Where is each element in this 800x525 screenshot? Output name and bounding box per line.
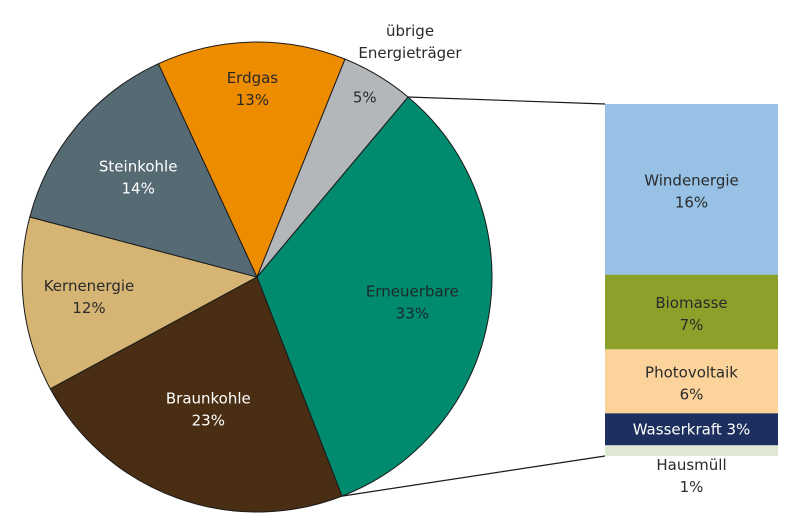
pie-label-braunkohle: Braunkohle 23% <box>166 389 251 429</box>
pie-label-erneuerbare-line: Erneuerbare <box>366 283 459 301</box>
pie-slice-erdgas <box>157 41 346 279</box>
pie-label-erneuerbare-line: 33% <box>396 305 429 323</box>
bar-label-windenergie-line: Windenergie <box>644 171 738 189</box>
pie-chart <box>21 41 493 513</box>
pie-label-braunkohle-line: Braunkohle <box>166 389 251 407</box>
pie-label-kernenergie-line: Kernenergie <box>44 277 135 295</box>
pie-label-kernenergie-line: 12% <box>72 299 105 317</box>
bar-label-biomasse-line: Biomasse <box>655 294 727 312</box>
connector-line-top <box>408 96 606 105</box>
pie-label-uebrige-energietraeger: übrige Energieträger <box>358 22 462 62</box>
pie-label-braunkohle-line: 23% <box>192 411 225 429</box>
chart-labels: Erneuerbare 33% Braunkohle 23% Kernenergie 12… <box>44 22 751 496</box>
pie-label-steinkohle-line: 14% <box>122 179 155 197</box>
pie-slice-uebrige-energietraeger <box>256 58 409 278</box>
pie-slice-steinkohle <box>29 63 258 278</box>
pie-label-steinkohle: Steinkohle 14% <box>99 157 178 197</box>
bar-segment-hausmuell <box>605 445 778 456</box>
bar-label-photovoltaik-line: Photovoltaik <box>645 363 738 381</box>
pie-label-erdgas-line: 13% <box>236 91 269 109</box>
bar-segment-wasserkraft <box>605 413 778 446</box>
pie-value-uebrige-energietraeger-line: 5% <box>353 89 377 107</box>
pie-label-uebrige-energietraeger-line: Energieträger <box>358 44 462 62</box>
bar-label-windenergie-line: 16% <box>675 193 708 211</box>
pie-label-steinkohle-line: Steinkohle <box>99 157 178 175</box>
pie-label-erneuerbare: Erneuerbare 33% <box>366 283 459 323</box>
pie-label-erdgas-line: Erdgas <box>227 69 279 87</box>
pie-label-erdgas: Erdgas 13% <box>227 69 279 109</box>
pie-slice-erneuerbare <box>256 96 493 497</box>
bar-label-photovoltaik-line: 6% <box>680 385 704 403</box>
connector-line-bottom <box>341 455 606 497</box>
pie-label-kernenergie: Kernenergie 12% <box>44 277 135 317</box>
bar-segment-windenergie <box>605 104 778 275</box>
bar-label-hausmuell-line: Hausmüll <box>656 456 726 474</box>
pie-label-uebrige-energietraeger-line: übrige <box>386 22 434 40</box>
bar-segment-biomasse <box>605 274 778 350</box>
pie-slice-kernenergie <box>21 216 259 390</box>
bar-label-biomasse-line: 7% <box>680 316 704 334</box>
pie-slice-braunkohle <box>49 276 343 513</box>
bar-label-windenergie: Windenergie 16% <box>644 171 738 211</box>
bar-label-hausmuell: Hausmüll 1% <box>656 456 726 496</box>
pie-value-uebrige-energietraeger: 5% <box>353 89 377 107</box>
bar-label-hausmuell-line: 1% <box>680 478 704 496</box>
bar-label-biomasse: Biomasse 7% <box>655 294 727 334</box>
bar-label-wasserkraft-line: Wasserkraft 3% <box>633 420 751 438</box>
bar-label-wasserkraft: Wasserkraft 3% <box>633 420 751 438</box>
stacked-bar <box>605 104 778 456</box>
bar-label-photovoltaik: Photovoltaik 6% <box>645 363 738 403</box>
connector-lines <box>341 96 606 497</box>
bar-segment-photovoltaik <box>605 349 778 414</box>
